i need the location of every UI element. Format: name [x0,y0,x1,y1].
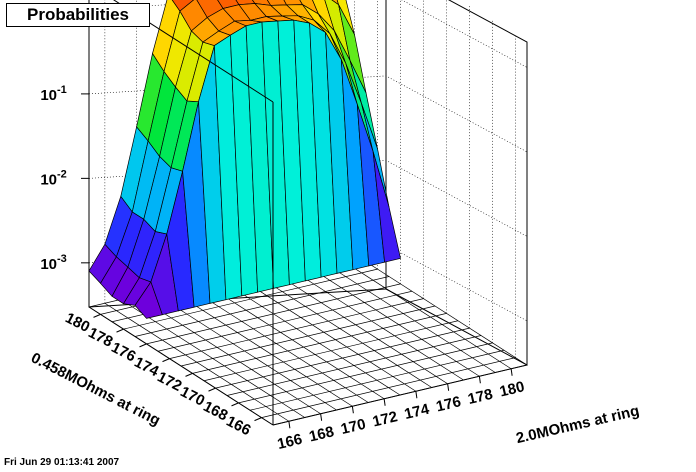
y-tick [254,417,262,422]
x-axis-line [272,364,528,426]
surface-patch [372,151,401,263]
floor-line [261,357,516,418]
z-tick-label: 10 [40,87,57,104]
x-axis-title: 2.0MOhms at ring [514,402,640,447]
y-tick-label: 172 [154,368,184,395]
floor-line [134,276,390,337]
x-tick-label: 174 [403,401,432,423]
x-tick [447,383,450,391]
y-tick [93,313,101,318]
x-tick-label: 168 [308,423,336,445]
floor-line [157,290,413,352]
y-tick [162,358,170,363]
y-tick-label: 176 [108,339,138,366]
floor-line [226,335,482,396]
x-tick [478,376,481,384]
x-tick [383,398,386,406]
floor-line [123,268,378,330]
x-tick [320,413,323,421]
floor-line [192,313,447,374]
x-tick-label: 176 [435,393,463,415]
y-tick [208,387,216,392]
x-tick-label: 178 [466,386,494,408]
floor-line [180,305,436,367]
x-tick-label: 166 [276,431,304,453]
y-tick [231,402,239,407]
y-tick-label: 170 [177,383,207,410]
chart-title: Probabilities [6,3,150,27]
y-tick-label: 168 [200,398,230,425]
y-axis-line [88,306,274,426]
floor-line [203,320,459,382]
floor-line [169,298,424,359]
z-tick-exponent: -3 [57,253,67,265]
floor-line [238,342,493,404]
x-tick [415,391,418,399]
y-tick [116,328,124,333]
x-tick [510,368,513,376]
x-tick-label: 170 [339,416,367,438]
y-tick-label: 166 [223,413,253,440]
x-tick [351,406,354,414]
x-tick-label: 180 [498,378,526,400]
z-tick-label: 10 [40,256,57,273]
timestamp: Fri Jun 29 01:13:41 2007 [4,457,120,468]
y-tick-label: 178 [85,324,115,351]
z-tick-exponent: -2 [57,168,67,180]
y-tick [139,343,147,348]
y-tick [185,372,193,377]
x-tick [288,421,291,429]
x-tick-label: 172 [371,408,399,430]
back-wall-right [385,0,528,366]
floor-line [215,327,470,389]
y-tick-label: 180 [62,309,92,336]
z-tick-exponent: -1 [57,84,67,96]
surface [88,0,401,319]
z-tick-label: 10 [40,171,57,188]
floor-line [249,349,505,411]
